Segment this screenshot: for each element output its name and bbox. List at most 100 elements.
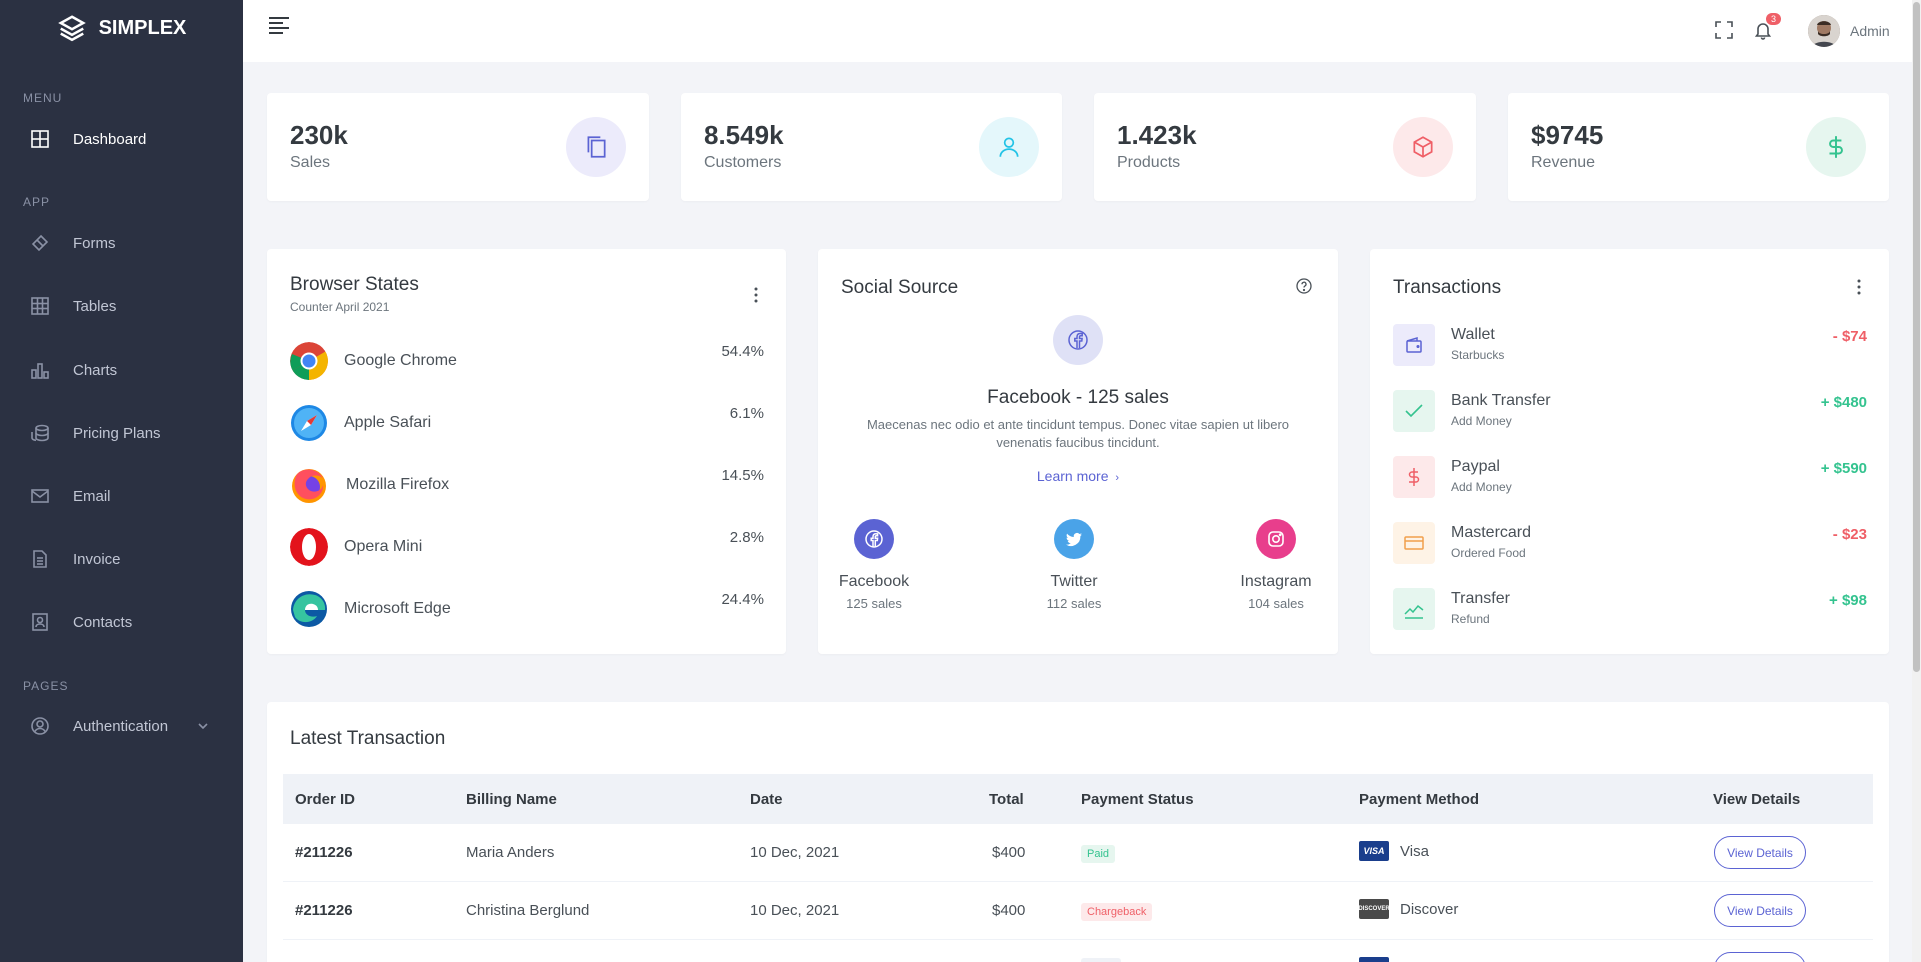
headline-separator: - xyxy=(1070,387,1088,408)
column-header: Order ID xyxy=(295,791,356,808)
column-header: Payment Method xyxy=(1359,791,1480,808)
trend-icon xyxy=(1404,604,1424,619)
order-id: #211226 xyxy=(295,844,353,861)
sidebar-item-authentication[interactable]: Authentication xyxy=(0,706,243,746)
txn-sub: Ordered Food xyxy=(1451,546,1526,560)
sidebar-item-dashboard[interactable]: Dashboard xyxy=(0,119,243,159)
social-col-instagram[interactable]: Instagram 104 sales xyxy=(1216,519,1336,611)
view-details-button[interactable]: View Details xyxy=(1714,836,1806,869)
txn-amount: + $98 xyxy=(1829,592,1867,609)
learn-more-link[interactable]: Learn more › xyxy=(818,468,1338,484)
sidebar-item-invoice[interactable]: Invoice xyxy=(0,539,243,579)
txn-name: Transfer xyxy=(1451,590,1510,607)
avatar[interactable] xyxy=(1808,15,1840,47)
transaction-row: Transfer Refund + $98 xyxy=(1393,588,1867,632)
sidebar-item-forms[interactable]: Forms xyxy=(0,223,243,263)
stat-label: Customers xyxy=(704,154,782,171)
instagram-icon xyxy=(1268,531,1284,547)
contact-card-icon xyxy=(32,613,48,631)
browser-row: Opera Mini 2.8% xyxy=(290,527,764,567)
social-col-facebook[interactable]: Facebook 125 sales xyxy=(814,519,934,611)
payment-method: Discover xyxy=(1400,901,1459,918)
bell-icon[interactable] xyxy=(1753,20,1773,40)
view-details-button-partial[interactable] xyxy=(1714,952,1806,962)
pages-section-title: PAGES xyxy=(23,679,69,693)
column-header: Billing Name xyxy=(466,791,557,808)
transaction-row: Wallet Starbucks - $74 xyxy=(1393,324,1867,368)
browser-name: Opera Mini xyxy=(344,538,423,555)
social-name: Facebook xyxy=(838,573,910,590)
stat-label: Products xyxy=(1117,154,1181,171)
brand[interactable]: SIMPLEX xyxy=(0,0,243,56)
facebook-circle xyxy=(1053,315,1103,365)
stat-icon-wrap xyxy=(1806,117,1866,177)
social-icon-wrap xyxy=(1256,519,1296,559)
browser-name: Google Chrome xyxy=(344,352,457,369)
more-vertical-icon[interactable] xyxy=(754,287,758,303)
sidebar-item-pricing-plans[interactable]: Pricing Plans xyxy=(0,413,243,453)
txn-icon-wrap xyxy=(1393,324,1435,366)
social-col-twitter[interactable]: Twitter 112 sales xyxy=(1014,519,1134,611)
sidebar-item-charts[interactable]: Charts xyxy=(0,350,243,390)
transaction-row: Paypal Add Money + $590 xyxy=(1393,456,1867,500)
table-row: #211226 Christina Berglund 10 Dec, 2021 … xyxy=(283,882,1873,940)
stat-value: 8.549k xyxy=(704,120,784,150)
table-icon xyxy=(31,297,49,315)
admin-user-label[interactable]: Admin xyxy=(1850,23,1890,39)
card-title: Browser States xyxy=(290,274,419,295)
layers-logo-icon xyxy=(57,15,86,42)
sidebar-item-label: Contacts xyxy=(73,613,133,631)
order-total: $400 xyxy=(992,844,1026,861)
sidebar-item-email[interactable]: Email xyxy=(0,476,243,516)
scrollbar-thumb[interactable] xyxy=(1913,2,1920,672)
sidebar-item-tables[interactable]: Tables xyxy=(0,286,243,326)
column-header: Date xyxy=(750,791,783,808)
social-count: 125 sales xyxy=(846,596,902,611)
card-title: Transactions xyxy=(1393,277,1502,298)
social-count: 112 sales xyxy=(1046,596,1102,611)
social-source-card: Social Source Facebook - 125 sales Maece… xyxy=(818,249,1338,654)
stat-card-revenue: $9745 Revenue xyxy=(1508,93,1889,201)
document-icon xyxy=(33,550,47,568)
headline-name: Facebook xyxy=(987,387,1071,408)
txn-amount: - $74 xyxy=(1832,328,1867,345)
transaction-row: Mastercard Ordered Food - $23 xyxy=(1393,522,1867,566)
browser-row: Google Chrome 54.4% xyxy=(290,341,764,381)
stat-icon-wrap xyxy=(566,117,626,177)
credit-card-icon xyxy=(1404,536,1424,550)
avatar-image-icon xyxy=(1808,15,1840,47)
dollar-icon xyxy=(1408,468,1420,486)
opera-icon xyxy=(290,528,328,566)
help-circle-icon[interactable] xyxy=(1296,278,1312,294)
more-vertical-icon[interactable] xyxy=(1857,279,1861,295)
copy-icon xyxy=(587,136,606,158)
view-details-button[interactable]: View Details xyxy=(1714,894,1806,927)
social-count: 104 sales xyxy=(1248,596,1304,611)
transactions-card: Transactions Wallet Starbucks - $74 Bank… xyxy=(1370,249,1889,654)
sidebar-item-contacts[interactable]: Contacts xyxy=(0,602,243,642)
order-date: 10 Dec, 2021 xyxy=(750,844,840,861)
txn-sub: Add Money xyxy=(1451,480,1512,494)
bar-chart-icon xyxy=(31,363,49,379)
browser-pct: 2.8% xyxy=(729,529,764,546)
headline-sales: 125 sales xyxy=(1087,387,1169,408)
menu-section-title: MENU xyxy=(23,91,63,105)
txn-amount: + $590 xyxy=(1820,460,1867,477)
check-icon xyxy=(1405,404,1423,418)
column-header: Payment Status xyxy=(1081,791,1194,808)
chevron-right-icon: › xyxy=(1112,472,1120,484)
stat-card-sales: 230k Sales xyxy=(267,93,649,201)
table-header: Order ID Billing Name Date Total Payment… xyxy=(283,774,1873,824)
sidebar: SIMPLEX MENU Dashboard APP Forms Tables … xyxy=(0,0,243,962)
browser-states-card: Browser States Counter April 2021 Google… xyxy=(267,249,786,654)
stat-card-customers: 8.549k Customers xyxy=(681,93,1062,201)
status-badge: Paid xyxy=(1081,845,1116,863)
learn-more-label: Learn more xyxy=(1036,468,1109,484)
coins-icon xyxy=(31,424,49,442)
fullscreen-icon[interactable] xyxy=(1714,20,1734,40)
table-row: #211226 Maria Anders 10 Dec, 2021 $400 P… xyxy=(283,824,1873,882)
browser-name: Mozilla Firefox xyxy=(346,476,450,493)
scrollbar[interactable] xyxy=(1912,0,1921,962)
menu-toggle-icon[interactable] xyxy=(268,16,290,34)
transaction-row: Bank Transfer Add Money + $480 xyxy=(1393,390,1867,434)
